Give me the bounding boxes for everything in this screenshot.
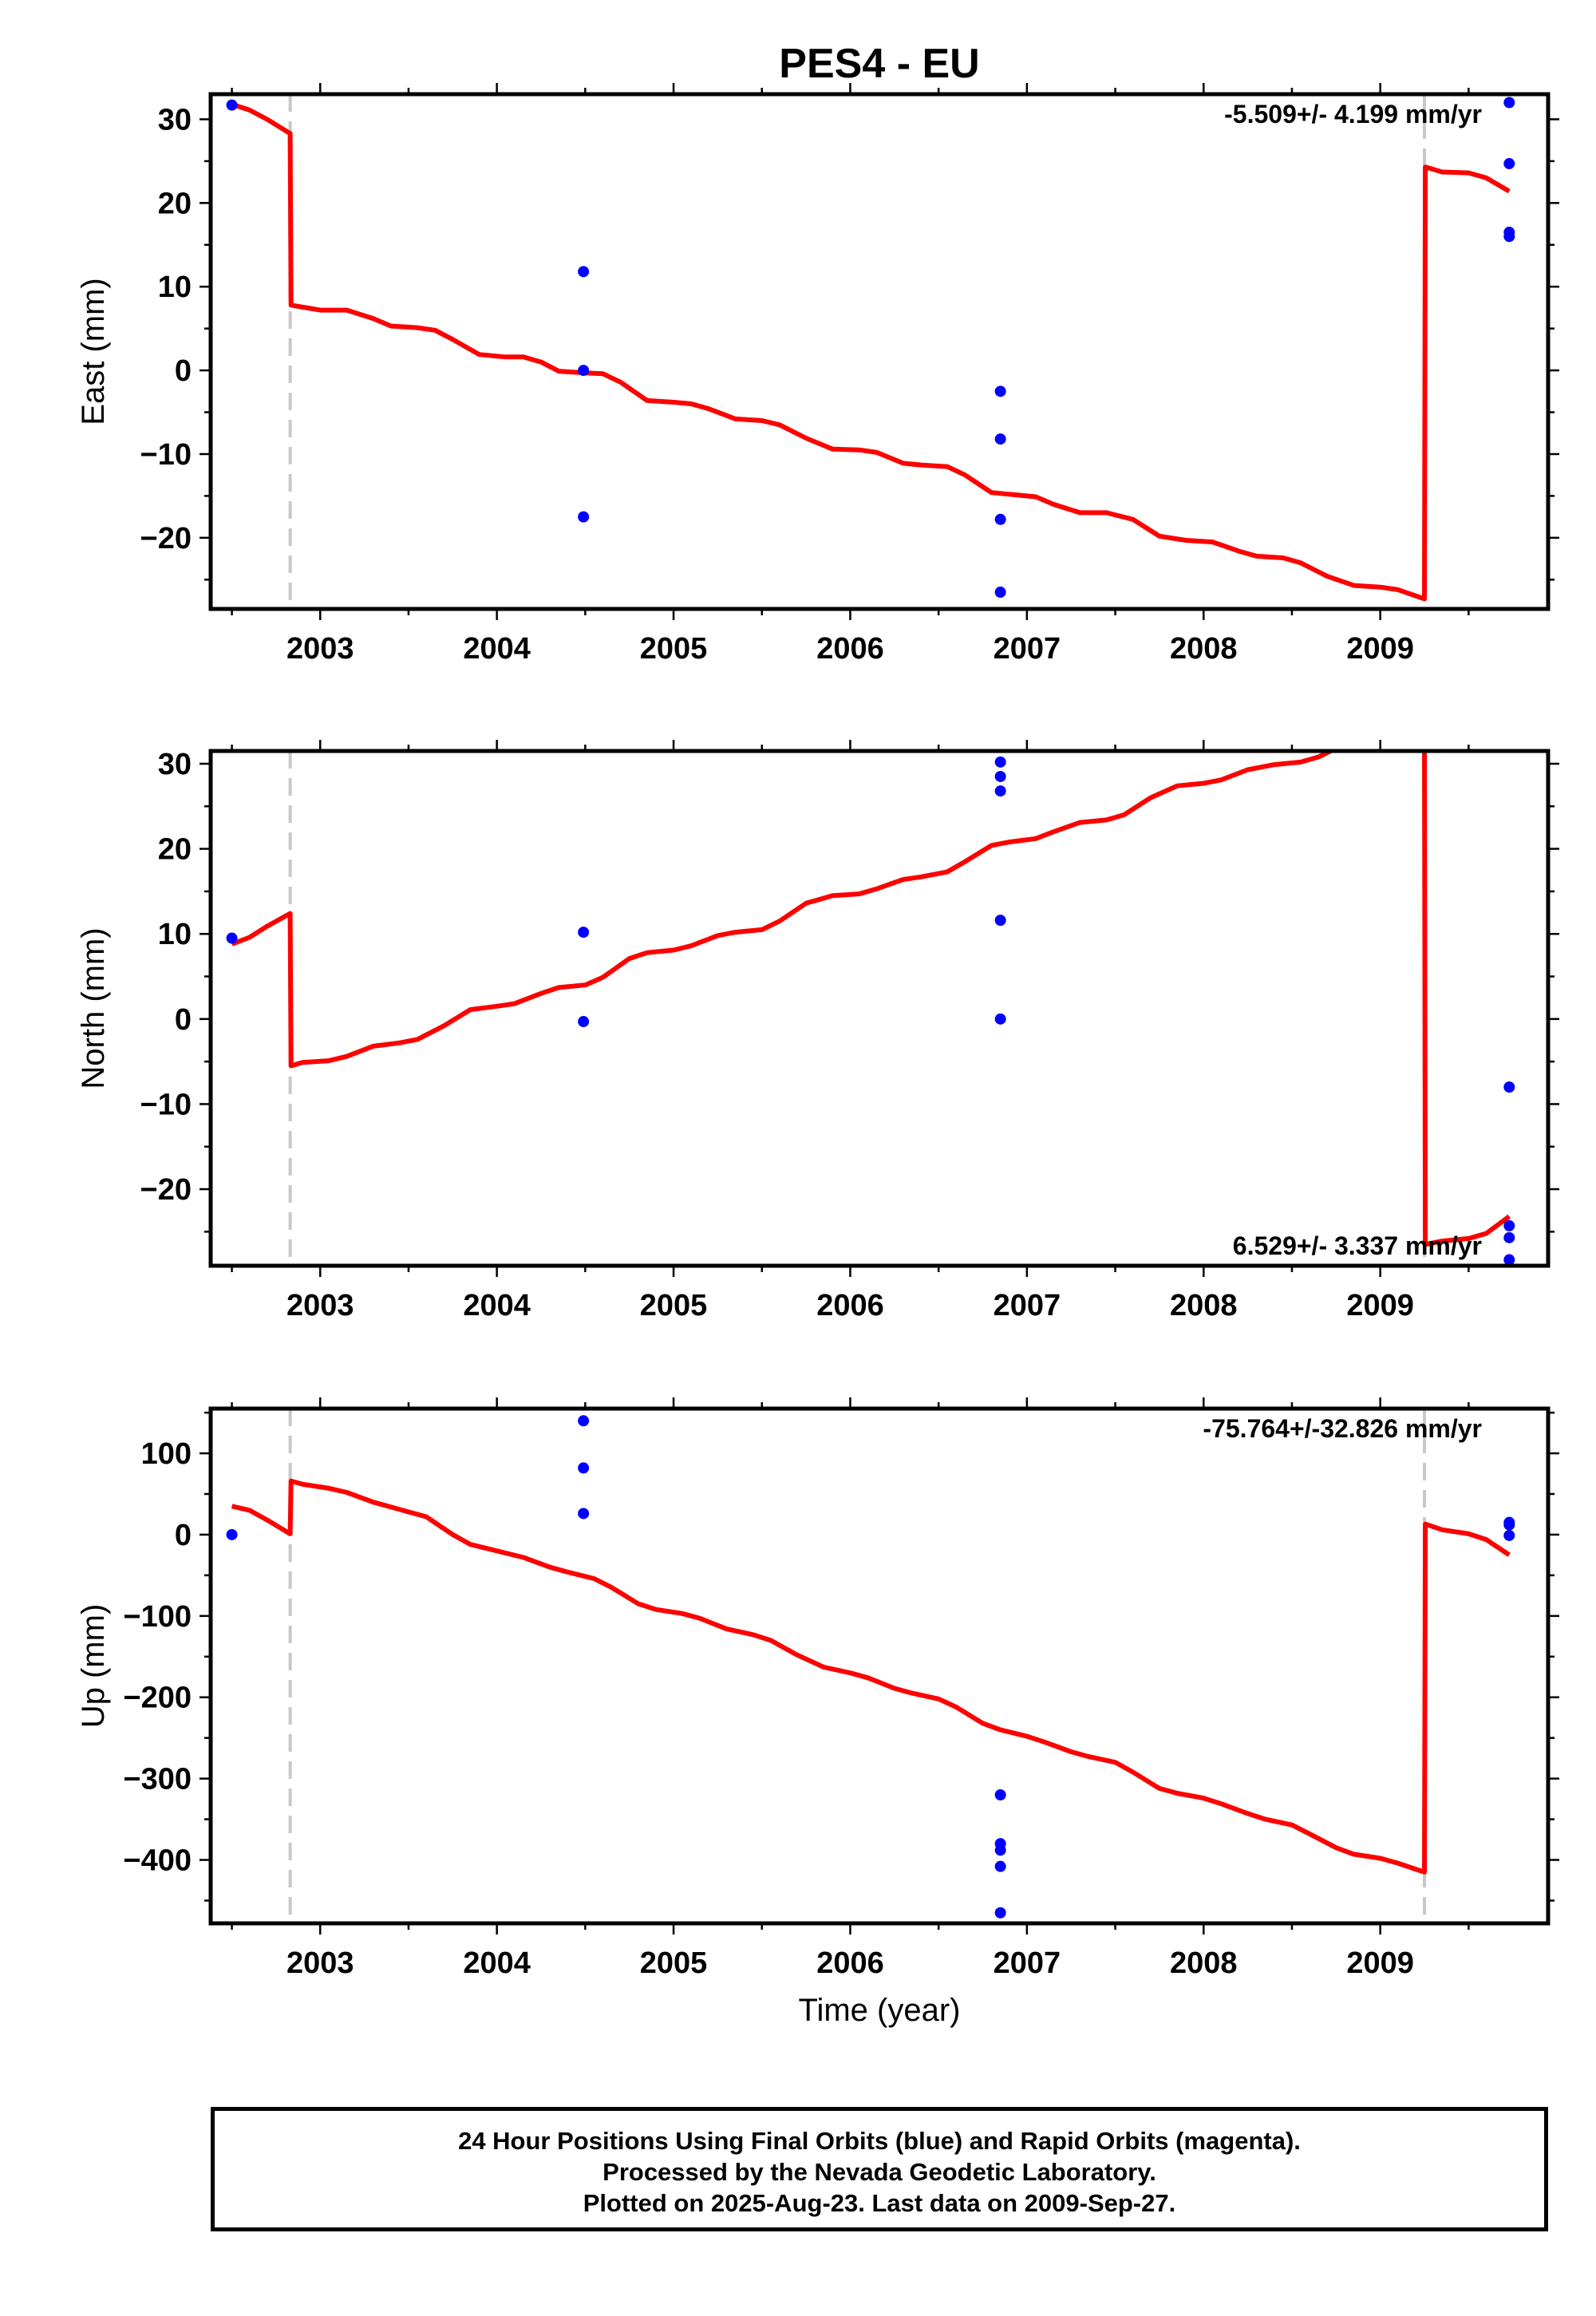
east-observation-8 [1503,97,1515,109]
east-x-tick-label: 2004 [463,632,531,666]
north-y-tick-label: 20 [158,833,192,867]
north-observation-8 [1503,1081,1515,1093]
north-observation-3 [994,756,1006,768]
east-observation-3 [578,511,590,523]
east-observation-6 [994,513,1006,525]
east-y-tick-label: 10 [158,271,192,304]
north-observation-11 [1503,1254,1515,1266]
east-model-line [231,101,1511,602]
up-x-tick-label: 2008 [1170,1946,1238,1980]
north-y-tick-label: 10 [158,918,192,951]
east-y-tick-label: −20 [140,522,192,555]
up-observation-0 [226,1528,238,1540]
north-model-line [231,751,1511,1247]
footer-line-1: 24 Hour Positions Using Final Orbits (bl… [458,2127,1301,2155]
up-y-tick-label: −300 [123,1763,192,1796]
up-y-axis-label: Up (mm) [76,1604,111,1729]
east-observation-2 [578,365,590,377]
up-x-tick-label: 2006 [816,1946,884,1980]
north-observation-2 [578,1016,590,1028]
up-x-tick-label: 2009 [1346,1946,1414,1980]
up-x-tick-label: 2004 [463,1946,531,1980]
up-x-tick-label: 2007 [994,1946,1061,1980]
east-rate-label: -5.509+/- 4.199 mm/yr [1224,100,1482,128]
north-plot-frame [208,749,1551,1268]
north-y-tick-label: 30 [158,748,192,781]
north-x-tick-label: 2006 [816,1289,884,1322]
chart-svg: PES4 - EU 2003 2004 2005 2006 2007 2008 2009 30 2… [76,41,1559,2028]
up-y-tick-label: −200 [123,1682,192,1715]
north-observation-9 [1503,1219,1515,1231]
up-x-tick-label: 2005 [640,1946,708,1980]
up-y-tick-label: 0 [175,1519,192,1552]
north-observation-1 [578,927,590,939]
up-model-line [231,1478,1511,1875]
north-x-tick-label: 2005 [640,1289,708,1322]
east-observation-9 [1503,158,1515,170]
east-y-tick-label: 0 [175,354,192,388]
north-observation-5 [994,785,1006,797]
up-rate-label: -75.764+/-32.826 mm/yr [1203,1414,1482,1443]
east-observation-5 [994,433,1006,445]
up-observation-11 [1503,1529,1515,1541]
east-x-tick-label: 2009 [1346,632,1414,666]
north-y-tick-label: −20 [140,1173,192,1207]
up-observation-6 [994,1844,1006,1856]
east-y-tick-label: 30 [158,103,192,136]
north-y-axis-label: North (mm) [76,927,111,1089]
east-observation-7 [994,587,1006,599]
east-x-tick-label: 2005 [640,632,708,666]
north-y-tick-label: −10 [140,1088,192,1121]
up-observation-1 [578,1415,590,1427]
up-plot-frame [208,1406,1551,1926]
up-y-tick-label: −100 [123,1600,192,1634]
east-x-tick-label: 2007 [994,632,1061,666]
north-observation-7 [994,1013,1006,1025]
north-x-tick-label: 2008 [1170,1289,1238,1322]
north-observation-6 [994,915,1006,927]
east-x-tick-label: 2008 [1170,632,1238,666]
north-x-tick-label: 2004 [463,1289,531,1322]
east-plot-frame [208,92,1551,611]
up-observation-7 [994,1860,1006,1872]
east-x-tick-label: 2006 [816,632,884,666]
north-observation-0 [226,932,238,944]
up-observation-4 [994,1789,1006,1801]
east-y-axis-label: East (mm) [76,278,111,425]
up-observation-10 [1503,1519,1515,1531]
north-y-tick-label: 0 [175,1003,192,1037]
east-y-tick-label: 20 [158,187,192,220]
north-x-tick-label: 2003 [286,1289,354,1322]
east-observation-0 [226,99,238,111]
east-observation-4 [994,385,1006,397]
up-x-tick-label: 2003 [286,1946,354,1980]
x-axis-label: Time (year) [799,1993,961,2028]
east-observation-1 [578,266,590,278]
north-observation-10 [1503,1231,1515,1243]
up-observation-8 [994,1907,1006,1919]
north-x-tick-label: 2007 [994,1289,1061,1322]
up-observation-2 [578,1462,590,1474]
chart-title: PES4 - EU [779,41,979,87]
east-x-tick-label: 2003 [286,632,354,666]
footer-line-2: Processed by the Nevada Geodetic Laborat… [602,2158,1156,2186]
north-x-tick-label: 2009 [1346,1289,1414,1322]
up-y-tick-label: 100 [141,1437,192,1471]
up-y-tick-label: −400 [123,1844,192,1878]
footer-caption-box: 24 Hour Positions Using Final Orbits (bl… [211,2107,1548,2231]
north-rate-label: 6.529+/- 3.337 mm/yr [1233,1231,1482,1260]
up-observation-3 [578,1508,590,1520]
east-y-tick-label: −10 [140,438,192,472]
north-observation-4 [994,770,1006,782]
footer-line-3: Plotted on 2025-Aug-23. Last data on 200… [583,2189,1176,2217]
east-observation-11 [1503,231,1515,243]
